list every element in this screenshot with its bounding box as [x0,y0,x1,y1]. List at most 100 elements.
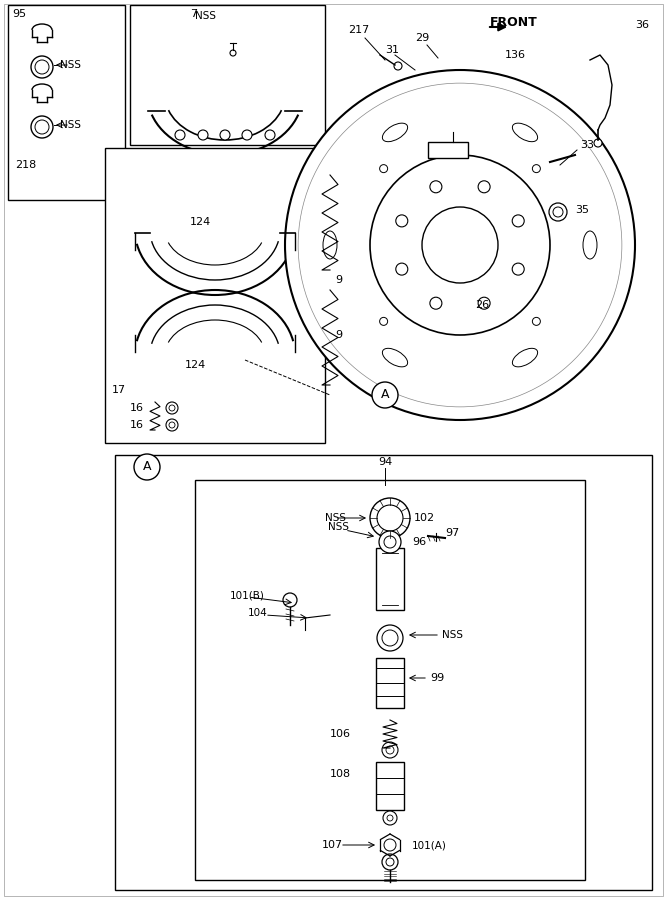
Circle shape [198,130,208,140]
Circle shape [396,263,408,275]
Ellipse shape [323,231,337,259]
Circle shape [386,858,394,866]
Text: NSS: NSS [195,11,216,21]
Ellipse shape [382,348,408,367]
Bar [130,5,325,145]
Text: 26: 26 [475,300,489,310]
Text: 101(B): 101(B) [230,590,265,600]
Text: 31: 31 [385,45,399,55]
Text: 29: 29 [415,33,430,43]
Text: 16: 16 [130,403,144,413]
Text: NSS: NSS [442,630,463,640]
Circle shape [512,215,524,227]
Circle shape [220,130,230,140]
Circle shape [549,203,567,221]
Circle shape [384,536,396,548]
Circle shape [377,505,403,531]
Circle shape [370,498,410,538]
Text: 124: 124 [190,217,211,227]
Text: 9: 9 [335,275,342,285]
Circle shape [380,318,388,326]
Text: 218: 218 [15,160,36,170]
Circle shape [478,181,490,193]
Circle shape [394,62,402,70]
Text: NSS: NSS [325,513,346,523]
Ellipse shape [512,348,538,367]
Circle shape [379,531,401,553]
Text: 97: 97 [445,528,460,538]
Circle shape [175,130,185,140]
Circle shape [383,811,397,825]
Text: 217: 217 [348,25,370,35]
Text: NSS: NSS [60,60,81,70]
Bar [115,455,652,890]
Circle shape [380,165,388,173]
Circle shape [512,263,524,275]
Circle shape [230,50,236,56]
Bar [376,658,404,708]
Circle shape [553,207,563,217]
Circle shape [370,155,550,335]
Ellipse shape [583,231,597,259]
Circle shape [31,116,53,138]
Bar [428,142,468,158]
Circle shape [386,746,394,754]
Circle shape [396,215,408,227]
Circle shape [285,70,635,420]
Bar [195,480,585,880]
Circle shape [169,422,175,428]
Circle shape [35,120,49,134]
Text: 107: 107 [322,840,343,850]
Text: 108: 108 [330,769,351,779]
Text: NSS: NSS [60,120,81,130]
Circle shape [134,454,160,480]
Text: 16: 16 [130,420,144,430]
Text: 101(A): 101(A) [412,840,447,850]
Text: 99: 99 [430,673,444,683]
Text: 96: 96 [412,537,426,547]
Circle shape [532,318,540,326]
Text: 35: 35 [575,205,589,215]
Text: 136: 136 [505,50,526,60]
Circle shape [382,630,398,646]
Circle shape [384,839,396,851]
Text: 102: 102 [414,513,435,523]
Text: 124: 124 [185,360,206,370]
Circle shape [377,625,403,651]
Text: 33: 33 [580,140,594,150]
Text: 106: 106 [330,729,351,739]
Circle shape [372,382,398,408]
Ellipse shape [382,123,408,141]
Text: 94: 94 [378,457,392,467]
Circle shape [594,139,602,147]
Text: FRONT: FRONT [490,15,538,29]
Text: 95: 95 [12,9,26,19]
Circle shape [478,297,490,310]
Bar [8,5,125,200]
Circle shape [430,297,442,310]
Circle shape [35,60,49,74]
Text: A: A [381,389,390,401]
Circle shape [422,207,498,283]
Circle shape [430,181,442,193]
Circle shape [382,854,398,870]
Circle shape [532,165,540,173]
Text: NSS: NSS [328,522,349,532]
Ellipse shape [512,123,538,141]
Text: 9: 9 [335,330,342,340]
Bar [105,148,325,443]
Text: 104: 104 [248,608,267,618]
Circle shape [31,56,53,78]
Circle shape [169,405,175,411]
Circle shape [283,593,297,607]
Text: 17: 17 [112,385,126,395]
Bar [376,548,404,610]
Circle shape [166,402,178,414]
Circle shape [242,130,252,140]
Text: A: A [143,461,151,473]
Circle shape [166,419,178,431]
Text: 36: 36 [635,20,649,30]
Circle shape [382,742,398,758]
Text: 7: 7 [190,9,197,19]
Circle shape [387,815,393,821]
